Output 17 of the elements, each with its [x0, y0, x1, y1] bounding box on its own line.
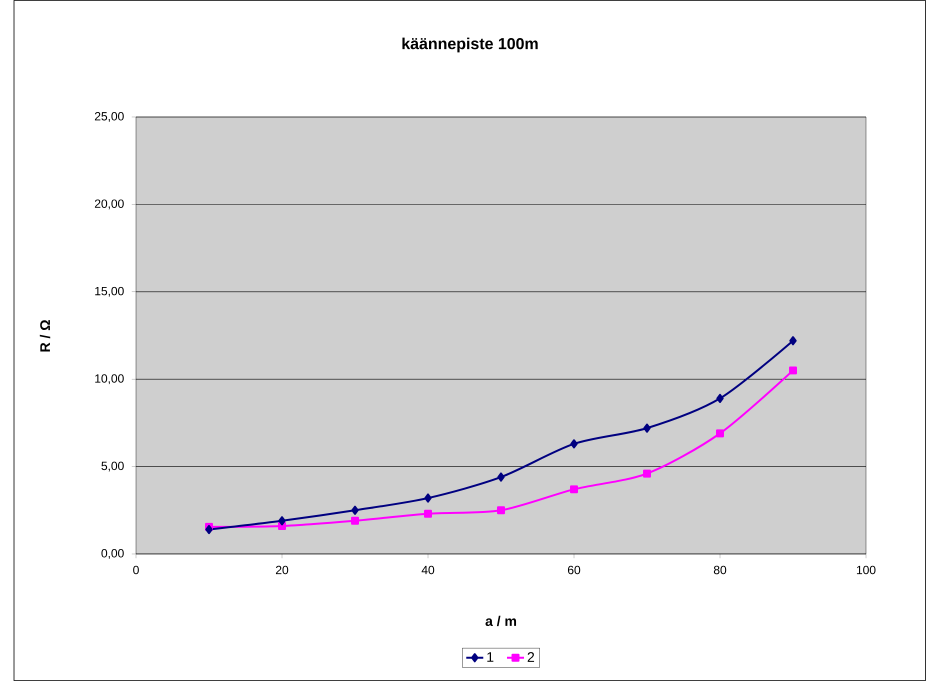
x-tick-label: 20 — [276, 566, 288, 574]
x-tick-label: 0 — [133, 566, 139, 574]
chart-title: käännepiste 100m — [402, 38, 538, 52]
y-tick-label: 10,00 — [95, 374, 124, 384]
x-axis-title: a / m — [486, 616, 516, 626]
y-tick-label: 5,00 — [101, 462, 124, 472]
x-tick-label: 80 — [714, 566, 726, 574]
y-tick-label: 25,00 — [94, 112, 124, 122]
legend-label: 1 — [487, 652, 494, 662]
x-tick-label: 60 — [568, 566, 580, 574]
y-tick-label: 15,00 — [95, 286, 124, 297]
y-tick-label: 20,00 — [94, 199, 124, 210]
x-tick-label: 100 — [856, 566, 876, 574]
y-axis-title: R / Ω — [40, 320, 50, 352]
legend-label: 2 — [528, 652, 534, 662]
y-tick-label: 0,00 — [101, 549, 124, 559]
x-tick-label: 40 — [422, 566, 434, 574]
